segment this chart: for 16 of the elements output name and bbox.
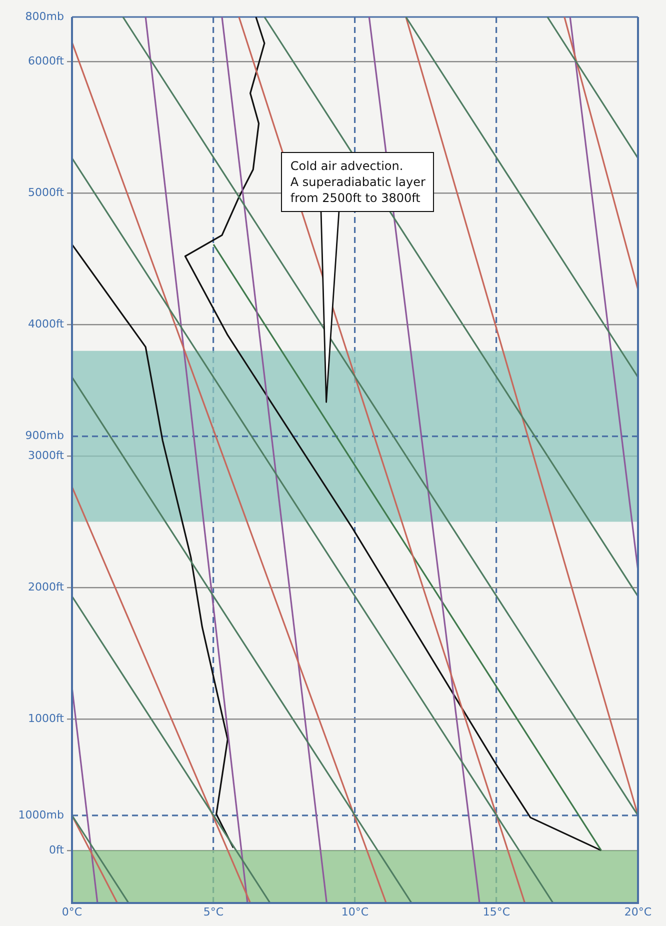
y-tick-label: 0ft <box>49 843 65 856</box>
ref-line-label: 1000mb <box>18 808 64 822</box>
y-tick-label: 2000ft <box>28 580 65 594</box>
x-tick-label: 5°C <box>203 905 224 918</box>
y-tick-label: 6000ft <box>28 54 65 68</box>
x-tick-label: 10°C <box>341 905 369 918</box>
y-tick-label: 1000ft <box>28 712 65 725</box>
x-tick-label: 0°C <box>62 905 82 918</box>
ref-line-label: 800mb <box>25 10 64 23</box>
band-label: Cold air advection. A superadiabatic layer from 2500ft to 3800ft <box>281 152 434 212</box>
y-tick-label: 5000ft <box>28 186 65 200</box>
y-tick-label: 3000ft <box>28 448 65 462</box>
y-tick-label: 4000ft <box>28 317 65 330</box>
x-tick-label: 15°C <box>482 905 510 918</box>
ref-line-label: 900mb <box>25 429 64 442</box>
x-tick-label: 20°C <box>624 905 652 918</box>
